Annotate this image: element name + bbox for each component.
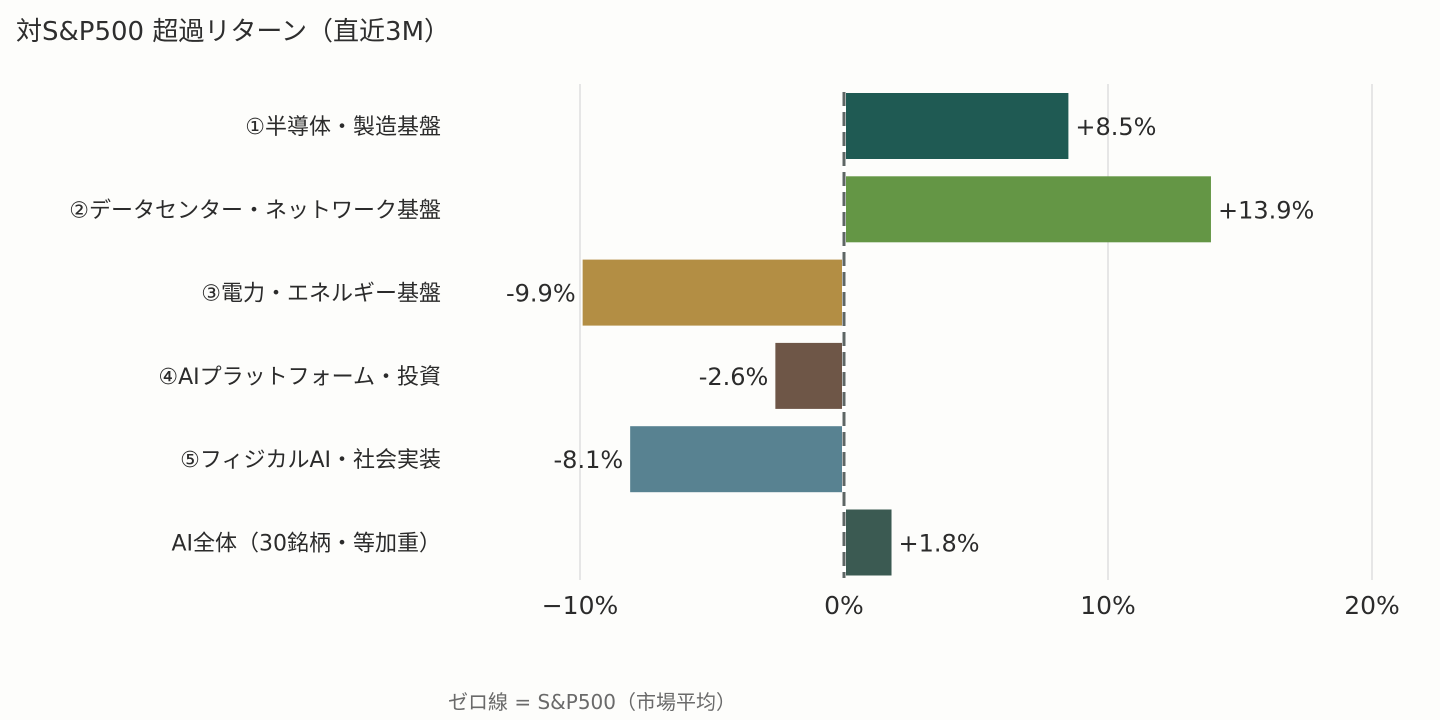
bar	[775, 342, 844, 409]
bar-value-label: -2.6%	[699, 363, 769, 391]
x-tick-label: −10%	[542, 591, 619, 620]
x-tick-label: 20%	[1344, 591, 1400, 620]
category-label: ②データセンター・ネットワーク基盤	[69, 198, 441, 223]
category-label: ③電力・エネルギー基盤	[201, 282, 441, 307]
category-label: ⑤フィジカルAI・社会実装	[180, 448, 441, 473]
chart-title: 対S&P500 超過リターン（直近3M）	[16, 17, 451, 47]
bar-value-label: +13.9%	[1218, 196, 1314, 224]
bar-value-label: -8.1%	[554, 446, 624, 474]
x-tick-label: 10%	[1080, 591, 1136, 620]
chart-caption: ゼロ線 = S&P500（市場平均）	[448, 690, 736, 714]
data-labels: +8.5% +13.9% -9.9% -2.6% -8.1% +1.8%	[506, 113, 1314, 558]
x-tick-label: 0%	[824, 591, 864, 620]
bars	[582, 93, 1211, 576]
bar-value-label: +1.8%	[899, 530, 980, 558]
category-labels: ①半導体・製造基盤 ②データセンター・ネットワーク基盤 ③電力・エネルギー基盤 ④AI…	[69, 115, 441, 557]
category-label: AI全体（30銘柄・等加重）	[171, 532, 441, 557]
category-label: ④AIプラットフォーム・投資	[158, 365, 441, 390]
category-label: ①半導体・製造基盤	[245, 115, 441, 140]
grid-lines	[579, 84, 1373, 580]
x-tick-labels: −10% 0% 10% 20%	[542, 591, 1400, 620]
bar	[630, 426, 844, 493]
bar	[844, 176, 1211, 243]
bar	[844, 509, 892, 576]
bar-value-label: +8.5%	[1075, 113, 1156, 141]
bar-value-label: -9.9%	[506, 280, 576, 308]
bar	[844, 93, 1069, 159]
bar	[582, 259, 844, 326]
